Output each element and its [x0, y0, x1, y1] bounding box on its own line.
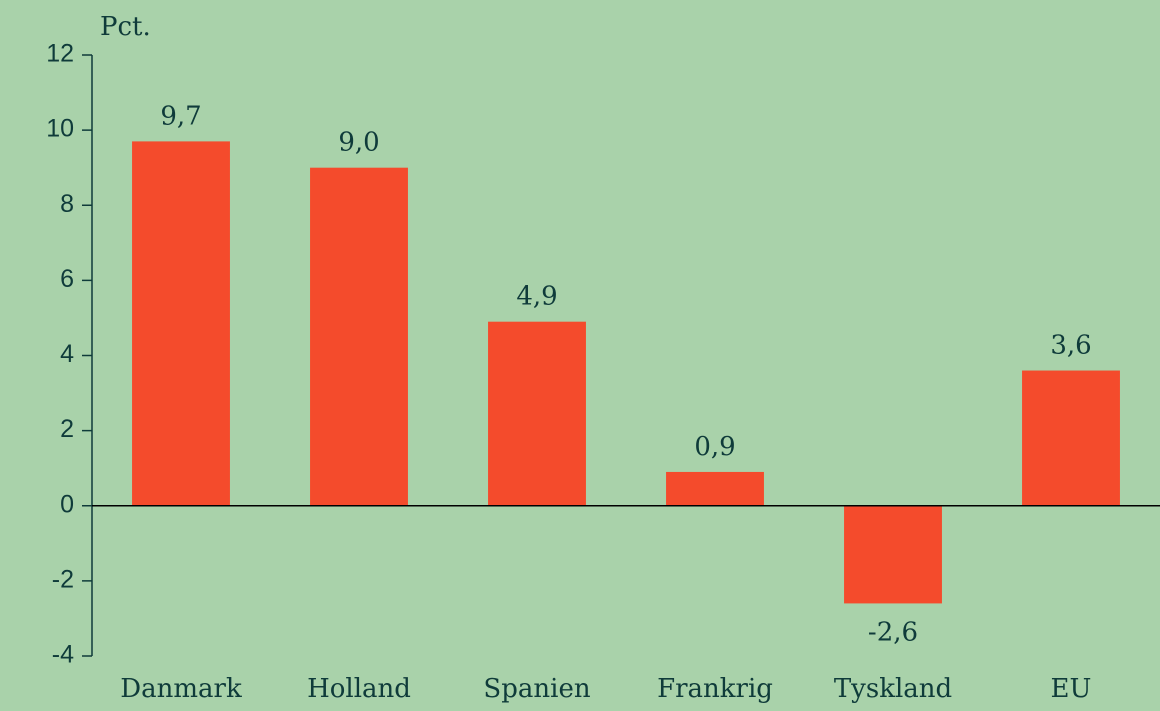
x-tick-label: Frankrig	[657, 674, 773, 704]
y-tick-label: 4	[60, 340, 74, 368]
value-label: -2,6	[868, 617, 918, 647]
bar	[488, 321, 586, 506]
x-tick-label: EU	[1051, 674, 1092, 704]
value-label: 9,0	[338, 128, 379, 158]
bar	[1022, 370, 1120, 506]
value-label: 3,6	[1050, 331, 1091, 361]
y-tick-label: 8	[60, 190, 74, 218]
bar	[310, 167, 408, 506]
y-tick-label: -2	[52, 565, 74, 593]
y-tick-label: -4	[52, 641, 74, 669]
value-label: 0,9	[694, 432, 735, 462]
y-tick-label: 12	[46, 40, 74, 68]
x-tick-label: Holland	[307, 674, 411, 704]
x-tick-label: Spanien	[483, 674, 590, 704]
value-label: 4,9	[516, 282, 557, 312]
x-tick-label: Tyskland	[834, 674, 952, 704]
y-tick-label: 6	[60, 265, 74, 293]
y-axis-label: Pct.	[100, 12, 151, 42]
bar	[666, 471, 764, 506]
y-tick-label: 10	[46, 115, 74, 143]
bar	[132, 141, 230, 506]
value-label: 9,7	[160, 101, 201, 131]
x-tick-label: Danmark	[120, 674, 242, 704]
bar	[844, 505, 942, 604]
y-tick-label: 0	[60, 490, 74, 518]
y-tick-label: 2	[60, 415, 74, 443]
